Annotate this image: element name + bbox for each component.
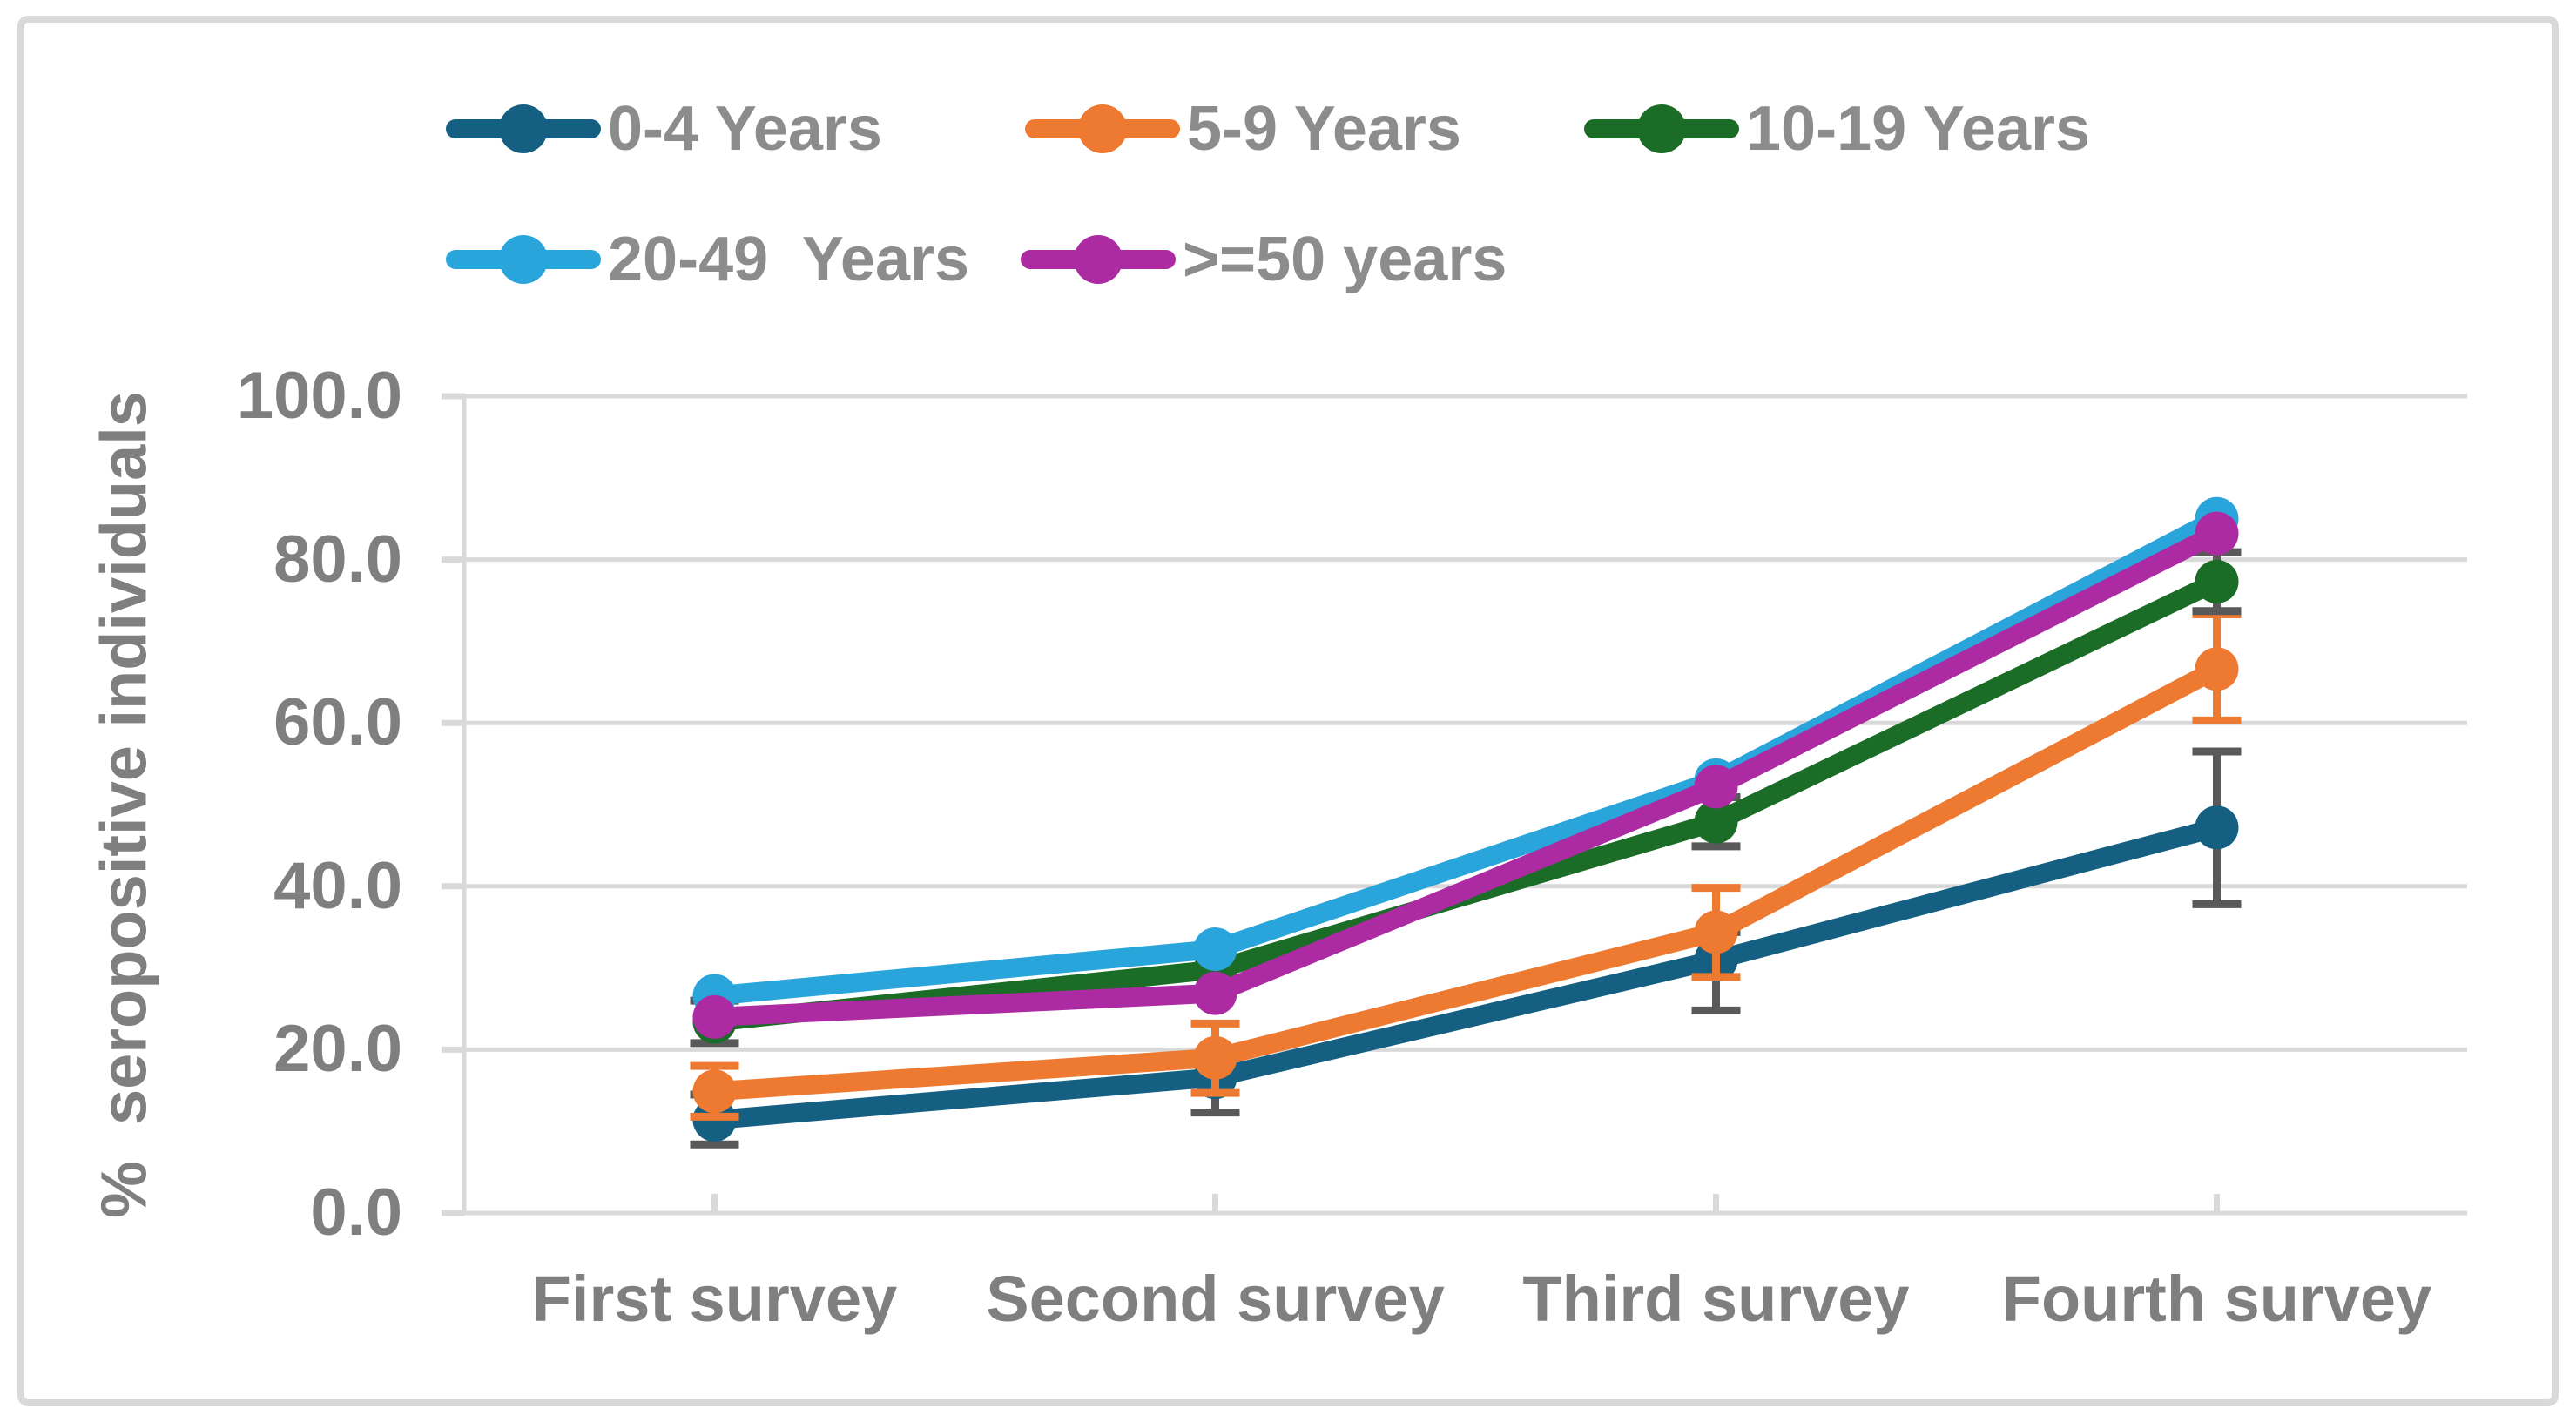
data-point-marker [692,1069,737,1114]
series-line [705,509,2227,1006]
y-tick-label: 60.0 [273,685,402,760]
y-tick-label: 80.0 [273,522,402,596]
data-point-marker [1193,1035,1237,1080]
y-tick-label: 20.0 [273,1012,402,1087]
legend-label: 5-9 Years [1187,94,1461,164]
y-tick-label: 0.0 [310,1176,402,1250]
series-line [705,659,2227,1102]
legend-item-20-49-years: 20-49 Years [446,228,969,291]
data-point-marker [1694,799,1738,844]
data-point-marker [1193,971,1237,1015]
legend-label: 0-4 Years [608,94,882,164]
legend-line-marker-icon [446,228,601,291]
legend-item-0-4-years: 0-4 Years [446,98,882,160]
legend-item-50-plus-years: >=50 years [1021,228,1507,291]
series-50-years [692,511,2239,1039]
x-category-label: Third survey [1522,1263,1910,1335]
y-tick-label: 100.0 [236,359,402,433]
x-category-label: Second survey [986,1263,1445,1335]
data-point-marker [2195,559,2239,603]
legend-label: 20-49 Years [608,225,970,294]
data-point-marker [1694,910,1738,954]
data-point-marker [1694,765,1738,809]
legend-item-10-19-years: 10-19 Years [1584,98,2090,160]
legend-label: 10-19 Years [1746,94,2091,164]
legend-item-5-9-years: 5-9 Years [1025,98,1461,160]
legend-line-marker-icon [446,98,601,160]
legend-line-marker-icon [1025,98,1180,160]
series-line [705,818,2227,1130]
data-point-marker [2195,511,2239,556]
y-tick-label: 40.0 [273,848,402,923]
x-category-label: Fourth survey [2001,1263,2432,1335]
data-point-marker [2195,805,2239,850]
x-category-label: First survey [531,1263,898,1335]
data-point-marker [2195,647,2239,691]
legend-line-marker-icon [1021,228,1176,291]
legend-line-marker-icon [1584,98,1739,160]
data-point-marker [692,994,737,1039]
legend-label: >=50 years [1183,225,1507,294]
data-point-marker [1193,927,1237,972]
series-line [705,523,2227,1027]
series-20-49-years [692,496,2239,1018]
